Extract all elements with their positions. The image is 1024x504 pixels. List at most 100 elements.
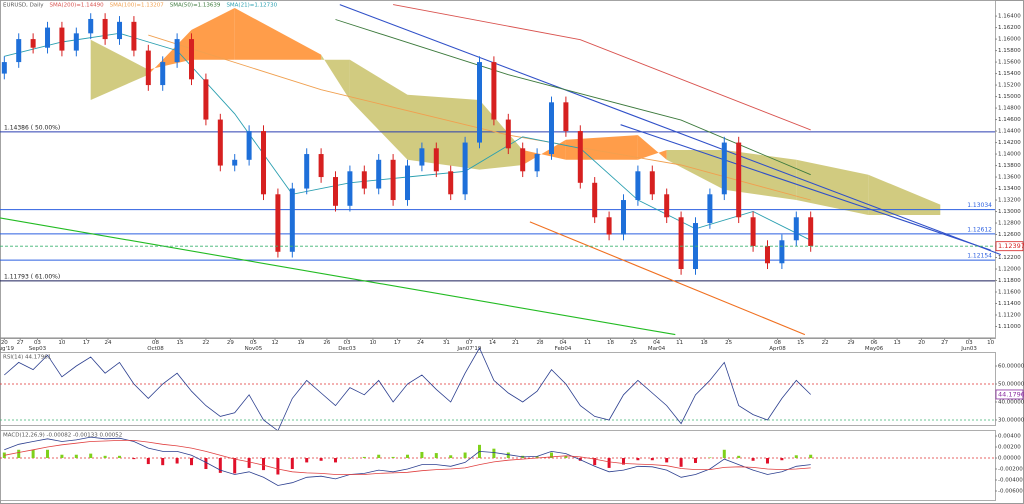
histogram-bar [693,458,697,463]
level-label: 1.12612 [967,226,992,233]
histogram-bar [434,453,438,459]
cloud [868,174,941,215]
x-tick-label: 08 [774,340,781,346]
y-tick-label: 1.14600 [998,117,1021,123]
histogram-bar [737,455,741,459]
y-tick-label: 1.11800 [998,278,1021,284]
histogram-bar [305,458,309,463]
x-tick-label: 10 [369,340,376,346]
histogram-bar [780,458,784,461]
histogram-bar [89,453,93,459]
x-tick-label: 06 [871,340,878,346]
histogram-bar [463,452,467,459]
histogram-bar [319,458,323,461]
histogram-bar [391,456,395,459]
x-tick-label: 27 [17,340,24,346]
candle-body [678,217,684,270]
candle-body [462,142,468,195]
x-tick-label: 21 [512,340,519,346]
y-tick-label: 50.00000 [998,382,1024,388]
histogram-bar [765,458,769,464]
candle-body [217,119,223,166]
candle-body [664,194,670,218]
y-tick-label: 1.14800 [998,106,1021,112]
histogram-bar [233,458,237,474]
candle-body [548,102,554,155]
candle-body [318,154,324,178]
y-tick-label: -0.00600 [998,488,1023,494]
histogram-bar [247,458,251,468]
x-tick-label: 08 [152,340,159,346]
x-tick-label: 22 [822,340,829,346]
candle-body [649,171,655,195]
candle-body [520,148,526,172]
candle-body [577,131,583,183]
chart-title: EURUSD, Daily [3,3,44,9]
candle-body [117,21,123,40]
candle-body [45,27,51,48]
candle-body [16,39,22,63]
panel-title: RSI(14) 44.17961 [3,355,51,361]
x-tick-label: 11 [676,340,683,346]
candle-body [203,79,209,120]
y-tick-label: 1.12200 [998,255,1021,261]
last-price-label: 1.12397 [998,242,1024,250]
histogram-bar [60,454,64,459]
candle-body [275,194,281,252]
histogram-bar [722,449,726,459]
cloud [191,8,235,60]
trendline [0,217,676,336]
y-tick-label: 0.00400 [998,434,1021,440]
candle-body [390,159,396,201]
x-tick-label: 11 [584,340,591,346]
last-value-tag [995,389,1024,400]
y-tick-label: 0.00200 [998,445,1021,451]
histogram-bar [218,458,222,473]
month-label: Aug'19 [0,346,14,352]
histogram-bar [492,448,496,459]
histogram-bar [190,458,194,466]
month-label: Feb04 [555,346,572,352]
histogram-bar [809,454,813,459]
histogram-bar [103,455,107,459]
histogram-bar [377,454,381,459]
candle-body [534,154,540,172]
y-tick-label: 30.00000 [998,417,1024,423]
candle-body [131,21,137,51]
month-label: Mar04 [648,346,666,352]
histogram-bar [204,458,208,470]
histogram-bar [621,458,625,465]
cloud [565,135,638,160]
candle-body [102,18,108,40]
x-tick-label: 22 [202,340,209,346]
moving-average [335,19,811,176]
x-tick-label: 07 [466,340,473,346]
candle-body [419,148,425,166]
histogram-bar [607,458,611,468]
candle-body [592,182,598,218]
legend-entry: SMA(100)=1.13207 [110,3,165,9]
panel [0,352,996,426]
x-tick-label: 04 [653,340,660,346]
histogram-bar [74,454,78,459]
histogram-bar [751,458,755,461]
candle-body [764,246,770,264]
cloud [666,150,725,190]
cloud [349,59,408,160]
y-tick-label: 1.11000 [998,324,1021,330]
level-label: 1.13034 [967,202,992,209]
y-tick-label: 1.14000 [998,152,1021,158]
panel-title: MACD(12,26,9) -0.00082 -0.00133 0.00052 [3,433,122,439]
histogram-bar [161,458,165,466]
candle-body [145,50,151,86]
candle-body [477,62,483,143]
legend-entry: SMA(21)=1.12730 [226,3,277,9]
macd-line [4,440,811,475]
histogram-bar [506,452,510,459]
histogram-bar [146,458,150,465]
candle-body [433,148,439,172]
x-tick-label: 27 [941,340,948,346]
histogram-bar [290,458,294,470]
x-tick-label: 14 [489,340,496,346]
histogram-bar [262,458,266,471]
